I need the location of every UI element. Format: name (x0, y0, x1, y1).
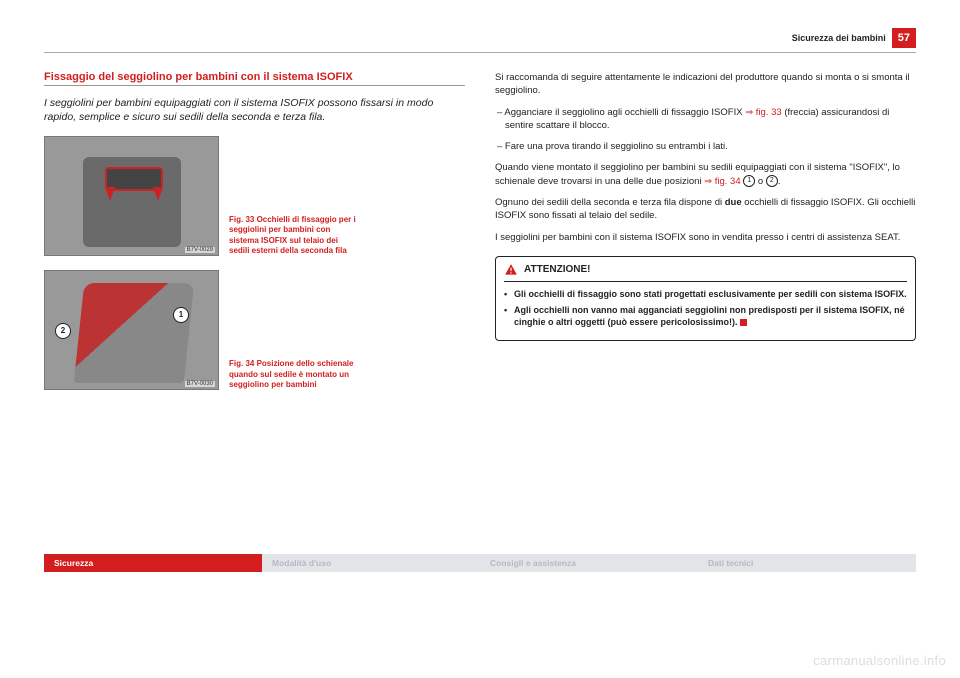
figure-34-caption: Fig. 34 Posizione dello schienale quando… (229, 359, 359, 390)
figure-33-image: B7V-0029 (44, 136, 219, 256)
tab-modalita[interactable]: Modalità d'uso (262, 554, 480, 572)
figure-34-image: 1 2 B7V-0030 (44, 270, 219, 390)
section-label: Sicurezza dei bambini (792, 33, 886, 43)
fig33-ref: ⇒ fig. 33 (745, 107, 781, 118)
warning-title: ATTENZIONE! (524, 264, 590, 275)
figure-34-block: 1 2 B7V-0030 Fig. 34 Posizione dello sch… (44, 270, 465, 390)
figure-33-caption: Fig. 33 Occhielli di fissaggio per i seg… (229, 215, 359, 257)
paragraph-2: – Agganciare il seggiolino agli occhiell… (495, 106, 916, 133)
watermark: carmanualsonline.info (813, 653, 946, 668)
section-title: Fissaggio del seggiolino per bambini con… (44, 71, 465, 86)
warning-icon (504, 263, 518, 277)
circled-2: 2 (766, 175, 778, 187)
callout-2: 2 (55, 323, 71, 339)
page-number: 57 (892, 28, 916, 48)
intro-text: I seggiolini per bambini equipaggiati co… (44, 96, 465, 124)
figure-33-block: B7V-0029 Fig. 33 Occhielli di fissaggio … (44, 136, 465, 256)
paragraph-6: I seggiolini per bambini con il sistema … (495, 231, 916, 244)
paragraph-3: – Fare una prova tirando il seggiolino s… (495, 140, 916, 153)
figure-33-code: B7V-0029 (185, 247, 215, 253)
tab-sicurezza[interactable]: Sicurezza (44, 554, 262, 572)
footer-tabs: Sicurezza Modalità d'uso Consigli e assi… (44, 554, 916, 572)
paragraph-1: Si raccomanda di seguire attentamente le… (495, 71, 916, 98)
right-column: Si raccomanda di seguire attentamente le… (495, 71, 916, 404)
end-square-icon (740, 319, 747, 326)
paragraph-4: Quando viene montato il seggiolino per b… (495, 161, 916, 188)
left-column: Fissaggio del seggiolino per bambini con… (44, 71, 465, 404)
warning-box: ATTENZIONE! Gli occhielli di fissaggio s… (495, 256, 916, 341)
tab-consigli[interactable]: Consigli e assistenza (480, 554, 698, 572)
circled-1: 1 (743, 175, 755, 187)
paragraph-5: Ognuno dei sedili della seconda e terza … (495, 196, 916, 223)
warning-item-1: Gli occhielli di fissaggio sono stati pr… (504, 288, 907, 300)
warning-header: ATTENZIONE! (504, 263, 907, 282)
fig34-ref: ⇒ fig. 34 (704, 176, 740, 187)
page-header: Sicurezza dei bambini 57 (44, 28, 916, 53)
tab-dati[interactable]: Dati tecnici (698, 554, 916, 572)
figure-34-code: B7V-0030 (185, 381, 215, 387)
warning-item-2: Agli occhielli non vanno mai agganciati … (504, 304, 907, 328)
